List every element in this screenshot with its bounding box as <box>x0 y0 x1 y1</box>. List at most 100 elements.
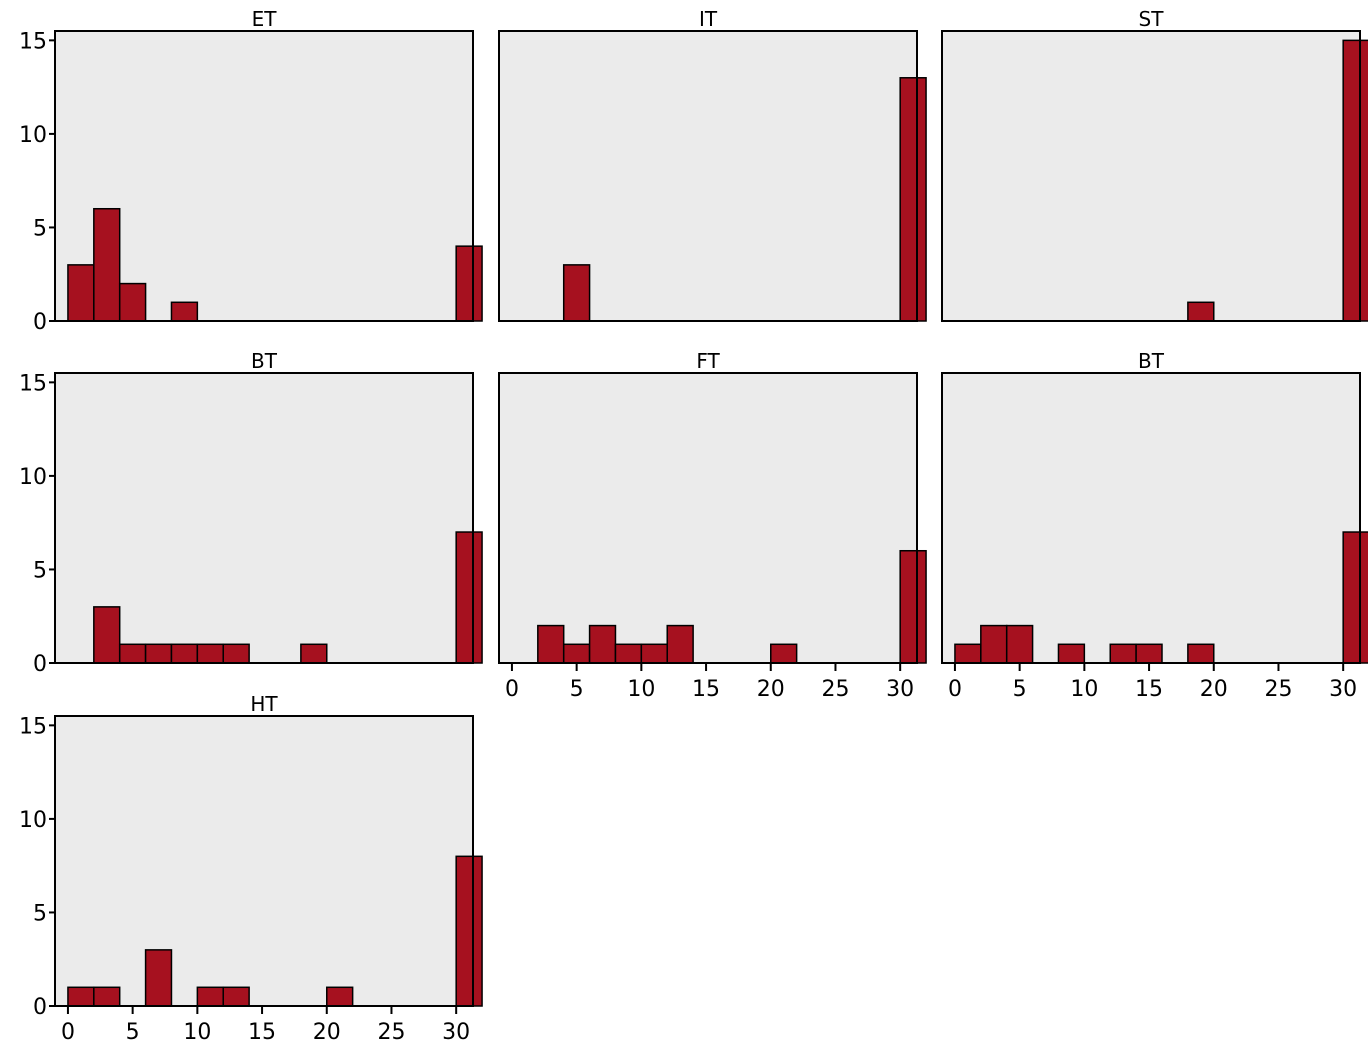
histogram-bar <box>196 986 224 1007</box>
panel-frame <box>941 30 1361 322</box>
panel-title: HT <box>250 692 278 716</box>
y-tick-label: 10 <box>19 808 47 833</box>
x-tick-label: 10 <box>183 1020 211 1045</box>
histogram-bar <box>588 624 617 664</box>
panel-title: ST <box>1139 7 1165 31</box>
histogram-bar <box>118 282 147 322</box>
x-tick-label: 20 <box>1200 677 1228 702</box>
panel-background <box>942 373 1360 663</box>
panel-frame <box>54 715 474 1007</box>
histogram-bar <box>455 531 483 664</box>
x-tick-label: 25 <box>377 1020 405 1045</box>
histogram-bar <box>118 643 147 664</box>
x-tick-label: 30 <box>886 677 914 702</box>
y-tick-label: 0 <box>33 652 47 677</box>
histogram-bar <box>1005 624 1034 664</box>
histogram-bar <box>93 986 121 1007</box>
x-tick-label: 25 <box>821 677 849 702</box>
y-tick-label: 10 <box>19 123 47 148</box>
histogram-bar <box>614 643 643 664</box>
panel-title: IT <box>699 7 718 31</box>
histogram-bar <box>93 207 121 322</box>
panel-frame <box>941 372 1361 664</box>
panel-frame <box>54 372 474 664</box>
x-tick-label: 10 <box>1070 677 1098 702</box>
x-tick-label: 25 <box>1264 677 1292 702</box>
x-tick-label: 20 <box>313 1020 341 1045</box>
histogram-bar <box>300 643 328 664</box>
panel-background <box>499 31 917 321</box>
histogram-bar <box>67 264 95 322</box>
histogram-bar <box>1057 643 1086 664</box>
histogram-bar <box>899 77 927 322</box>
histogram-bar <box>67 986 95 1007</box>
y-tick-label: 5 <box>33 901 47 926</box>
histogram-bar <box>1109 643 1137 664</box>
x-tick-label: 15 <box>692 677 720 702</box>
histogram-panel: BT 0 5 10 15 <box>19 349 483 677</box>
y-tick-label: 15 <box>19 714 47 739</box>
histogram-bar <box>980 624 1008 664</box>
histogram-bar <box>1187 643 1215 664</box>
y-tick-label: 0 <box>33 310 47 335</box>
x-tick-label: 30 <box>1329 677 1357 702</box>
histogram-panel: BT 0 5 10 15 20 25 30 <box>941 349 1368 702</box>
histogram-bar <box>170 643 199 664</box>
histogram-bar <box>1342 39 1368 322</box>
y-tick-label: 5 <box>33 216 47 241</box>
histogram-bar <box>144 949 173 1007</box>
histogram-bar <box>1187 301 1215 322</box>
histogram-bar <box>222 643 250 664</box>
histogram-bar <box>326 986 354 1007</box>
histogram-bar <box>93 606 121 664</box>
x-tick-label: 10 <box>627 677 655 702</box>
x-tick-label: 15 <box>1135 677 1163 702</box>
histogram-bar <box>954 643 982 664</box>
histogram-bar <box>537 624 565 664</box>
panel-title: ET <box>252 7 278 31</box>
panel-background <box>55 31 473 321</box>
histogram-bar <box>562 643 591 664</box>
histogram-bar <box>1135 643 1163 664</box>
histogram-bar <box>640 643 668 664</box>
histogram-bar <box>222 986 250 1007</box>
x-tick-label: 0 <box>948 677 962 702</box>
x-tick-label: 0 <box>505 677 519 702</box>
panel-background <box>499 373 917 663</box>
histogram-bar <box>770 643 798 664</box>
histogram-panel: ST <box>941 7 1368 322</box>
histogram-bar <box>666 624 694 664</box>
x-tick-label: 15 <box>248 1020 276 1045</box>
histogram-bar <box>1342 531 1368 664</box>
panel-frame <box>54 30 474 322</box>
histogram-panel: FT 0 5 10 15 20 25 30 <box>498 349 927 702</box>
panel-title: BT <box>1138 349 1165 373</box>
y-tick-label: 10 <box>19 465 47 490</box>
panel-frame <box>498 372 918 664</box>
panel-background <box>55 716 473 1006</box>
histogram-bar <box>196 643 224 664</box>
y-tick-label: 0 <box>33 995 47 1020</box>
y-tick-label: 15 <box>19 371 47 396</box>
histogram-bar <box>170 301 199 322</box>
histogram-bar <box>455 855 483 1007</box>
x-tick-label: 5 <box>126 1020 140 1045</box>
x-tick-label: 20 <box>757 677 785 702</box>
panel-title: BT <box>251 349 278 373</box>
panel-frame <box>498 30 918 322</box>
y-tick-label: 15 <box>19 29 47 54</box>
y-tick-label: 5 <box>33 558 47 583</box>
x-tick-label: 5 <box>570 677 584 702</box>
histogram-bar <box>455 245 483 322</box>
x-tick-label: 0 <box>61 1020 75 1045</box>
x-tick-label: 5 <box>1013 677 1027 702</box>
histogram-panel: HT 0 5 10 15 0 5 10 15 20 25 30 <box>19 692 483 1045</box>
histogram-bar <box>899 549 927 664</box>
histogram-bar <box>562 264 591 322</box>
panel-background <box>55 373 473 663</box>
histogram-panel: IT <box>498 7 927 322</box>
histogram-bar <box>144 643 173 664</box>
histogram-panel: ET 0 5 10 15 <box>19 7 483 335</box>
panel-title: FT <box>696 349 720 373</box>
